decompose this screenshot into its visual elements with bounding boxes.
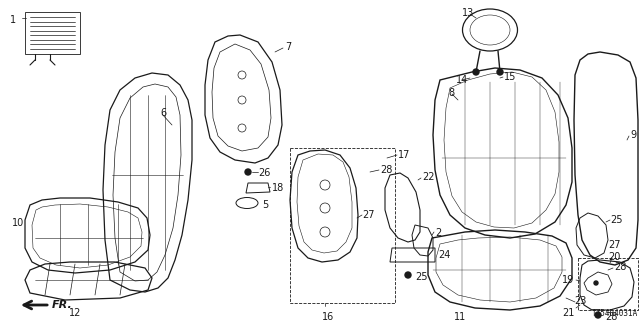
Text: 10: 10 — [12, 218, 24, 228]
Circle shape — [245, 169, 251, 175]
Text: 18: 18 — [272, 183, 284, 193]
Text: 25: 25 — [610, 215, 623, 225]
Text: 12: 12 — [69, 308, 81, 318]
Bar — [290, 148, 395, 303]
Text: 25: 25 — [415, 272, 428, 282]
Text: FR.: FR. — [52, 300, 73, 310]
Circle shape — [405, 272, 411, 278]
Text: 28: 28 — [605, 312, 618, 320]
Text: 23: 23 — [574, 296, 586, 306]
Text: 21: 21 — [562, 308, 574, 318]
Text: 5: 5 — [262, 200, 268, 210]
Bar — [25, 12, 80, 54]
Text: 26: 26 — [258, 168, 270, 178]
Text: TZ54B4031A: TZ54B4031A — [592, 309, 638, 318]
Circle shape — [473, 69, 479, 75]
Text: 13: 13 — [462, 8, 474, 18]
Text: 22: 22 — [422, 172, 435, 182]
Text: 28: 28 — [380, 165, 392, 175]
Text: 28: 28 — [614, 262, 627, 272]
Bar — [578, 258, 638, 310]
Circle shape — [594, 281, 598, 285]
Text: 27: 27 — [608, 240, 621, 250]
Text: 15: 15 — [504, 72, 516, 82]
Text: 8: 8 — [448, 88, 454, 98]
Circle shape — [497, 69, 503, 75]
Text: 14: 14 — [456, 75, 468, 85]
Text: 17: 17 — [398, 150, 410, 160]
Text: 2: 2 — [435, 228, 441, 238]
Text: 7: 7 — [285, 42, 291, 52]
Text: 19: 19 — [562, 275, 574, 285]
Text: 27: 27 — [362, 210, 374, 220]
Text: 24: 24 — [438, 250, 451, 260]
Text: 9: 9 — [630, 130, 636, 140]
Text: 20: 20 — [608, 252, 620, 262]
Text: 1: 1 — [10, 15, 16, 25]
Text: 6: 6 — [160, 108, 166, 118]
Circle shape — [595, 312, 601, 318]
Text: 16: 16 — [322, 312, 334, 320]
Text: 11: 11 — [454, 312, 466, 320]
